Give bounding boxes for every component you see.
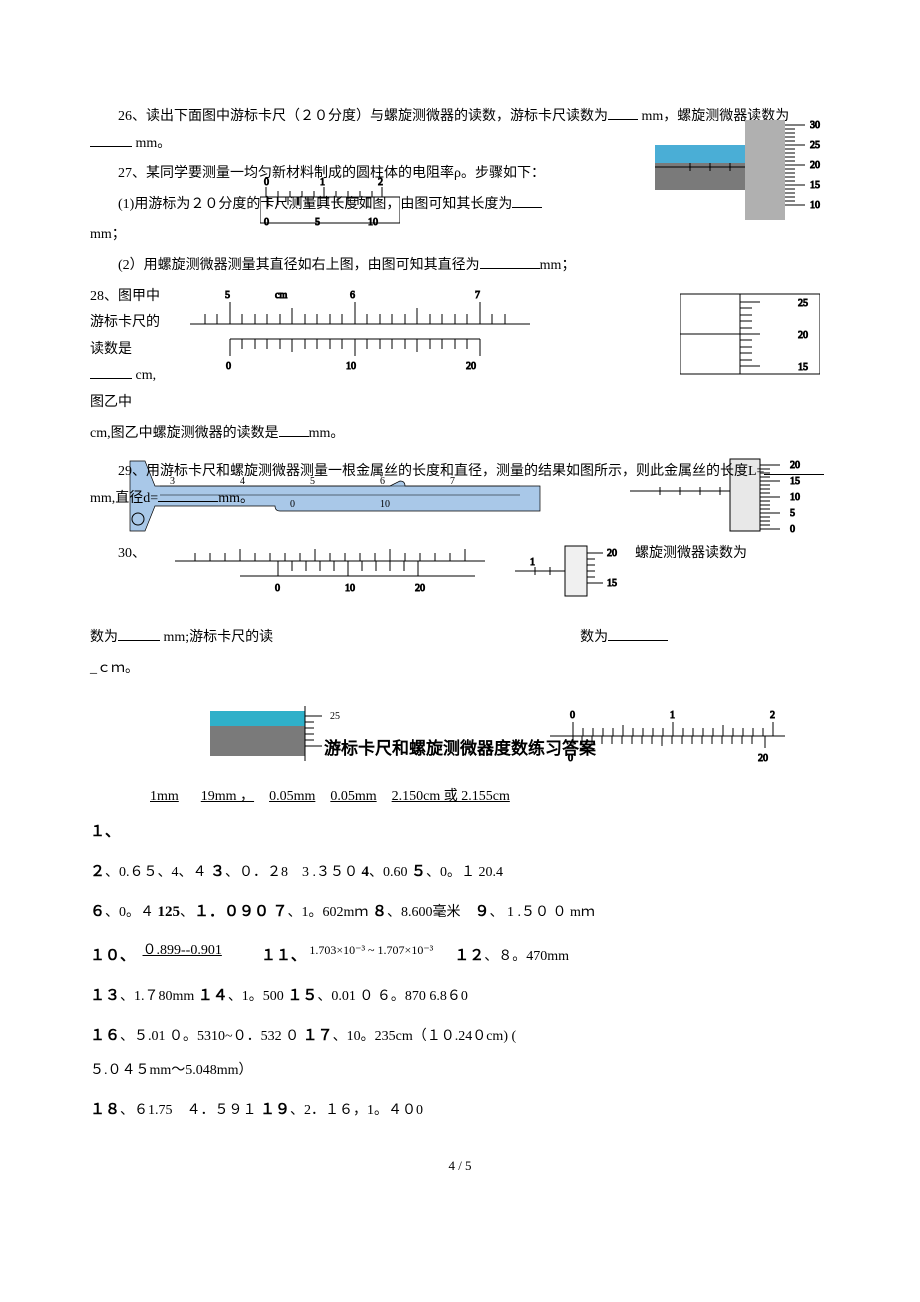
svg-text:0: 0	[275, 583, 280, 594]
title-row: 25 20 0 1 2 0 20	[90, 706, 830, 776]
ans1-v4: 0.05mm	[326, 789, 380, 804]
q30-a: 30、	[118, 546, 146, 561]
q27-l3b: mm；	[540, 258, 576, 273]
svg-text:25: 25	[810, 140, 820, 151]
q27-l3a: (2）用螺旋测微器测量其直径如右上图，由图可知其直径为	[118, 258, 480, 273]
svg-text:5: 5	[225, 290, 230, 301]
a4e: 1.703×10⁻³ ~ 1.707×10⁻³	[309, 943, 433, 957]
svg-text:20: 20	[607, 548, 617, 559]
svg-text:10: 10	[368, 217, 378, 228]
svg-text:6: 6	[350, 290, 355, 301]
svg-text:30: 30	[810, 120, 820, 131]
micrometer-q30: 1 20 15	[515, 541, 635, 601]
q30-b: 螺旋测微器读数为	[635, 546, 747, 561]
ans-1: 1mm 19mm ， 0.05mm 0.05mm 2.150cm 或 2.155…	[90, 780, 830, 850]
ans-5: １３、1.７80mm １４、1。500 １５、0.01 ０ ６。870 6.8６…	[90, 978, 830, 1014]
blank	[512, 193, 542, 208]
blank	[608, 626, 668, 641]
svg-text:0: 0	[264, 177, 269, 188]
svg-text:20: 20	[798, 330, 808, 341]
svg-text:0: 0	[570, 710, 575, 721]
svg-text:0: 0	[264, 217, 269, 228]
q26-pre: 26、读出下面图中游标卡尺（２０分度）与螺旋测微器的读数，游标卡尺读数为	[118, 109, 608, 124]
ans-4: １０、 ０.899-­-0.901 １１、 1.703×10⁻³ ~ 1.707…	[90, 934, 830, 974]
vernier-q30: 0 10 20	[165, 541, 495, 601]
q30-b2: 数为	[90, 630, 118, 645]
ans1-v3: 0.05mm	[265, 789, 319, 804]
svg-text:10: 10	[346, 361, 356, 372]
svg-text:15: 15	[810, 180, 820, 191]
q30-block: 30、 0 10 20	[90, 541, 830, 621]
blank	[158, 487, 218, 502]
q28-b: cm,图乙中螺旋测微器的读数是	[90, 426, 279, 441]
svg-text:1: 1	[530, 557, 535, 568]
answers-title: 游标卡尺和螺旋测微器度数练习答案	[90, 734, 830, 759]
ans-7: １８、６1.75 ４．５９１ １９、2．１６，1。４０0	[90, 1092, 830, 1128]
a4b: １１、	[261, 948, 306, 964]
svg-text:cm: cm	[275, 290, 287, 301]
svg-text:0: 0	[226, 361, 231, 372]
micrometer-q28: 25 20 15	[680, 284, 820, 384]
blank	[90, 364, 132, 379]
svg-text:2: 2	[770, 710, 775, 721]
svg-text:10: 10	[810, 200, 820, 211]
q29-b: mm,直径d=	[90, 491, 158, 506]
svg-text:25: 25	[798, 298, 808, 309]
svg-text:0: 0	[790, 524, 795, 535]
q30-tail2: _ｃｍ。	[90, 656, 830, 683]
ans1-v2: 19mm ，	[197, 789, 258, 804]
svg-text:1: 1	[670, 710, 675, 721]
q28-left: 28、图甲中游标卡尺的读数是 cm,图乙中	[90, 284, 160, 417]
q30-e: ｃｍ。	[97, 661, 139, 676]
q29-text: 29、用游标卡尺和螺旋测微器测量一根金属丝的长度和直径，测量的结果如图所示，则此…	[90, 459, 830, 512]
q28-block: 28、图甲中游标卡尺的读数是 cm,图乙中 5 cm 6 7	[90, 284, 830, 417]
svg-text:20: 20	[810, 160, 820, 171]
ans1-n: １、	[90, 824, 120, 840]
q29-block: 3 4 5 6 7 0 10 20 15	[90, 451, 830, 541]
blank	[279, 422, 309, 437]
blank	[118, 626, 160, 641]
svg-text:20: 20	[466, 361, 476, 372]
q30-tail: 数为 mm;游标卡尺的读 数为	[90, 625, 830, 652]
q30-r: 螺旋测微器读数为	[635, 541, 755, 568]
ans-2: ２、0.６５、4、４ ３、０．２8 3 .３５０ 4、0.60 ５、0。１ 20…	[90, 854, 830, 890]
ans1-v1: 1mm	[146, 789, 183, 804]
svg-text:7: 7	[475, 290, 480, 301]
svg-text:10: 10	[345, 583, 355, 594]
q29-c: mm。	[218, 491, 254, 506]
ans1-v5: 2.150cm 或 2.155cm	[388, 789, 514, 804]
q26-end: mm。	[136, 136, 172, 151]
vernier-q28: 5 cm 6 7	[170, 284, 550, 384]
blank	[480, 254, 540, 269]
svg-text:15: 15	[607, 578, 617, 589]
q27-l2b: mm；	[90, 222, 830, 249]
q29-a: 29、用游标卡尺和螺旋测微器测量一根金属丝的长度和直径，测量的结果如图所示，则此…	[118, 464, 764, 479]
q28-a: 28、图甲中游标卡尺的读数是	[90, 289, 160, 357]
svg-text:15: 15	[798, 362, 808, 373]
page-footer: 4 / 5	[90, 1158, 830, 1174]
ans-6: １６、５.01 ０。5310~０．532 ０ １７、10。235cm（１０.24…	[90, 1018, 830, 1088]
svg-text:5: 5	[315, 217, 320, 228]
svg-text:20: 20	[415, 583, 425, 594]
blank	[764, 460, 824, 475]
q28-tail: cm,图乙中螺旋测微器的读数是 mm。	[90, 421, 830, 448]
svg-text:25: 25	[330, 711, 340, 722]
blank	[608, 105, 638, 120]
q28-c: mm。	[309, 426, 345, 441]
vernier-q27: 0 1 2 0 5 10	[260, 175, 400, 230]
q30-c: mm;游标卡尺的读	[164, 630, 274, 645]
a4u: ０.899-­-0.901	[139, 943, 226, 958]
blank	[90, 132, 132, 147]
q27-l3: (2）用螺旋测微器测量其直径如右上图，由图可知其直径为 mm；	[90, 253, 830, 280]
q30-l: 30、	[90, 541, 165, 568]
q30-e-pre: _	[90, 661, 97, 676]
svg-text:2: 2	[378, 177, 383, 188]
ans-3: ６、0。４ 125、１．０９０ ７、1。602mｍ ８、8.600毫米 ９、 1…	[90, 894, 830, 930]
micrometer-diagram-top: 30 25 20 15 10	[655, 115, 830, 225]
a4a: １０、	[90, 948, 135, 964]
q30-d: 数为	[580, 630, 608, 645]
svg-text:1: 1	[320, 177, 325, 188]
